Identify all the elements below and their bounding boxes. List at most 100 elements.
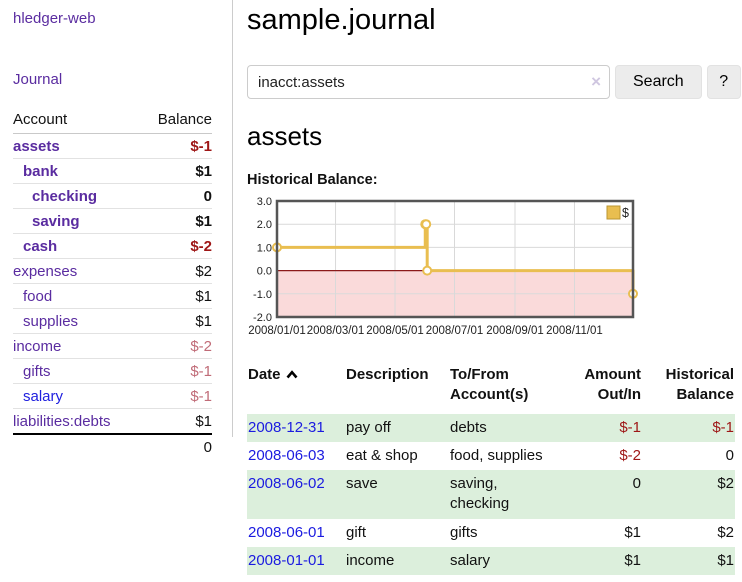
register-row: 2008-06-02 save saving, checking 0 $2 [247,470,735,519]
y-tick-label: 3.0 [257,196,272,208]
account-row: checking 0 [13,183,212,209]
transaction-balance: $2 [717,523,734,541]
y-tick-label: 0.0 [257,266,272,278]
y-tick-label: 2.0 [257,219,272,231]
account-row: assets $-1 [13,133,212,159]
account-balance: $1 [140,308,212,334]
account-balance: $2 [140,258,212,284]
transaction-description: income [346,551,395,569]
transaction-amount: $1 [624,523,641,541]
account-balance: $1 [140,408,212,434]
transaction-amount: $-1 [619,418,641,436]
y-tick-label: -1.0 [253,289,272,301]
transaction-description: save [346,475,378,492]
register-header-amount: Amount Out/In [584,366,641,404]
accounts-total-spacer [13,433,141,459]
sidebar: hledger-web Journal Account Balance asse… [0,0,233,459]
transaction-accounts: gifts [450,523,478,541]
account-link[interactable]: salary [23,387,64,405]
account-link[interactable]: gifts [23,362,51,380]
transaction-amount: $-2 [619,446,641,464]
transaction-description: pay off [346,418,391,436]
legend-label: $ [622,206,629,220]
account-row: bank $1 [13,158,212,184]
transaction-accounts: saving, checking [450,475,510,513]
register-header-date[interactable]: Date [247,365,345,414]
register-row: 2008-12-31 pay off debts $-1 $-1 [247,413,735,442]
x-tick-label: 2008/07/01 [426,325,484,337]
help-button[interactable]: ? [706,65,741,99]
account-row: liabilities:debts $1 [13,408,212,434]
transaction-description: gift [346,523,367,541]
transaction-accounts: salary [450,551,491,569]
transaction-balance: $2 [717,475,734,492]
account-row: income $-2 [13,333,212,359]
register-header-description: Description [346,366,429,383]
account-link[interactable]: checking [32,187,98,205]
transaction-balance: $1 [717,551,734,569]
account-balance: $1 [140,283,212,309]
transaction-amount: 0 [632,475,641,492]
account-row: salary $-1 [13,383,212,409]
accounts-total-row: 0 [13,433,212,459]
account-balance: 0 [140,183,212,209]
x-tick-label: 2008/09/01 [486,325,544,337]
account-balance: $1 [140,158,212,184]
accounts-total-value: 0 [140,433,212,459]
x-tick-label: 2008/05/01 [366,325,424,337]
x-tick-label: 2008/03/01 [307,325,365,337]
account-balance: $-1 [140,383,212,409]
register-table: Date Description To/From Account(s) Amou… [247,365,735,575]
account-row: saving $1 [13,208,212,234]
transaction-balance: 0 [725,446,734,464]
search-input[interactable] [247,65,610,99]
account-link[interactable]: expenses [13,262,78,280]
account-balance: $-2 [140,333,212,359]
transaction-date-link[interactable]: 2008-06-03 [248,446,325,464]
account-link[interactable]: food [23,287,53,305]
transaction-accounts: debts [450,418,487,436]
clear-search-icon[interactable]: × [591,72,601,91]
transaction-date-link[interactable]: 2008-06-02 [248,475,325,492]
account-balance: $-1 [140,358,212,384]
transaction-description: eat & shop [346,446,418,464]
register-header-accounts: To/From Account(s) [450,366,529,404]
x-tick-label: 2008/01/01 [248,325,306,337]
account-link[interactable]: supplies [23,312,79,330]
transaction-balance: $-1 [712,418,734,436]
account-link[interactable]: income [13,337,62,355]
account-balance: $1 [140,208,212,234]
x-tick-label: 2008/11/01 [546,325,603,337]
accounts-table: Account Balance assets $-1 bank $1 checking 0… [13,108,212,459]
accounts-header-balance: Balance [157,111,212,128]
account-link[interactable]: assets [13,137,60,155]
app-title-link[interactable]: hledger-web [13,10,96,27]
account-link[interactable]: liabilities:debts [13,412,111,430]
register-row: 2008-06-01 gift gifts $1 $2 [247,519,735,547]
transaction-date-link[interactable]: 2008-01-01 [248,551,325,569]
transaction-accounts: food, supplies [450,446,543,464]
accounts-header-account: Account [13,111,68,128]
transaction-amount: $1 [624,551,641,569]
chart-label: Historical Balance: [247,172,378,188]
page-title: sample.journal [247,4,436,36]
account-link[interactable]: cash [23,237,58,255]
account-title: assets [247,121,323,151]
account-link[interactable]: saving [32,212,80,230]
search-button[interactable]: Search [615,65,702,99]
account-balance: $-1 [140,133,212,159]
account-row: expenses $2 [13,258,212,284]
journal-link[interactable]: Journal [13,71,63,88]
y-tick-label: 1.0 [257,242,272,254]
account-row: cash $-2 [13,233,212,259]
main-content: sample.journal × Search ? assets Histori… [233,0,742,575]
account-row: food $1 [13,283,212,309]
register-row: 2008-01-01 income salary $1 $1 [247,546,735,575]
transaction-date-link[interactable]: 2008-12-31 [248,418,325,436]
account-row: gifts $-1 [13,358,212,384]
transaction-date-link[interactable]: 2008-06-01 [248,523,325,541]
register-header-date-label: Date [248,366,281,383]
account-link[interactable]: bank [23,162,59,180]
